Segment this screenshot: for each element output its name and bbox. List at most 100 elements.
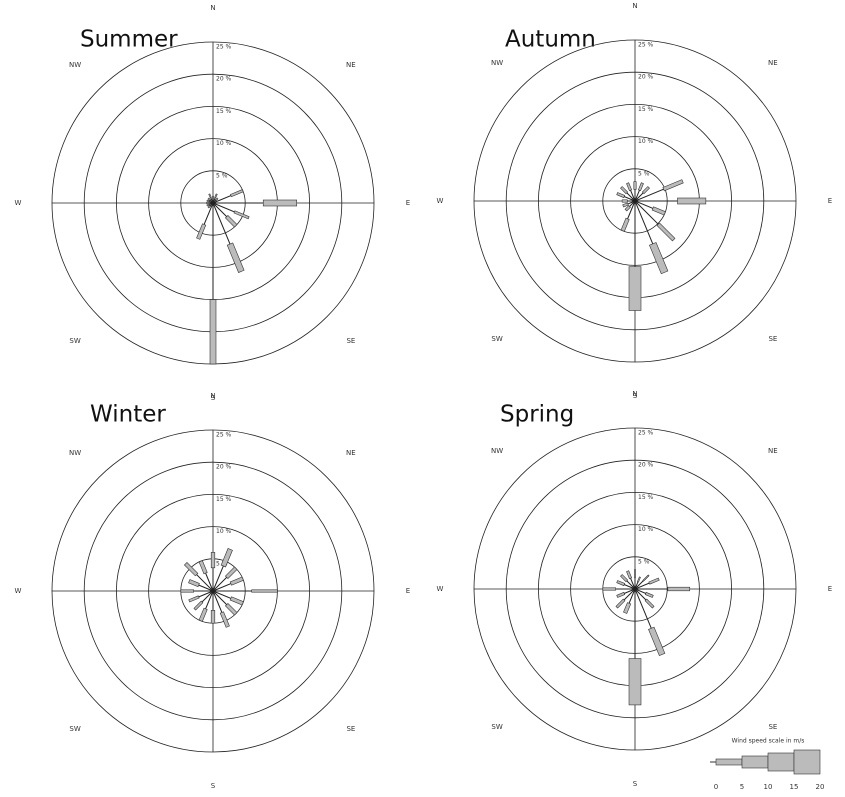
speed-bar (620, 186, 629, 195)
speed-bar (233, 210, 250, 220)
speed-bar (649, 242, 669, 275)
speed-bar (193, 600, 204, 611)
speed-bar (188, 579, 200, 588)
compass-label: E (828, 197, 832, 205)
speed-bar (212, 196, 214, 200)
compass-label: NE (346, 61, 356, 69)
legend-box (793, 749, 821, 775)
legend-title: Wind speed scale in m/s (732, 738, 805, 745)
speed-bar (226, 242, 245, 273)
speed-bar (633, 181, 637, 190)
speed-bar (210, 552, 216, 569)
speed-bar (642, 574, 650, 582)
compass-label: NE (768, 59, 778, 67)
compass-label: SW (491, 723, 502, 731)
speed-bar (622, 202, 629, 208)
speed-bar (616, 580, 626, 587)
ring-label: 5 % (638, 170, 650, 177)
speed-bar (224, 602, 238, 616)
speed-bar (602, 587, 616, 591)
compass-label: SW (69, 337, 80, 345)
speed-bar (206, 199, 211, 203)
speed-bar (208, 193, 212, 199)
speed-bar (651, 206, 666, 216)
compass-label: S (633, 392, 638, 400)
compass-label: S (633, 780, 638, 788)
speed-bar (220, 548, 233, 568)
ring-label: 10 % (638, 526, 654, 533)
compass-label: NW (491, 447, 503, 455)
ring-label: 10 % (638, 138, 654, 145)
speed-bar (251, 589, 278, 593)
speed-bar (214, 193, 218, 199)
compass-label: N (632, 390, 637, 398)
speed-bar (637, 576, 641, 583)
ring-label: 5 % (638, 558, 650, 565)
compass-label: E (828, 585, 832, 593)
compass-label: S (211, 394, 216, 402)
speed-bar (620, 217, 630, 232)
speed-bar (615, 598, 626, 609)
compass-label: W (437, 585, 444, 593)
speed-bar (198, 560, 208, 575)
speed-bar (662, 179, 684, 192)
compass-label: SE (346, 725, 355, 733)
ring-label: 25 % (638, 42, 654, 49)
compass-label: SE (768, 335, 777, 343)
ring-label: 20 % (638, 462, 654, 469)
legend-tick-label: 20 (816, 783, 825, 791)
compass-label: NE (346, 449, 356, 457)
compass-label: N (632, 2, 637, 10)
speed-bar (188, 595, 200, 603)
legend-tick-label: 10 (764, 783, 773, 791)
ring-label: 20 % (638, 74, 654, 81)
speed-bar (648, 577, 660, 585)
speed-bar (626, 182, 633, 192)
compass-label: W (15, 587, 22, 595)
speed-bar (224, 214, 238, 228)
speed-bar (214, 197, 219, 202)
ring-label: 15 % (216, 108, 232, 115)
speed-bar (626, 570, 633, 580)
speed-bar (229, 189, 244, 198)
ring-label: 10 % (216, 140, 232, 147)
compass-label: SW (69, 725, 80, 733)
speed-bar (648, 626, 666, 656)
speed-bar (628, 658, 642, 706)
speed-bar (210, 610, 216, 624)
ring-label: 15 % (638, 494, 654, 501)
speed-bar (634, 569, 636, 578)
speed-bar (644, 598, 655, 609)
speed-bar (209, 299, 217, 365)
compass-label: N (210, 392, 215, 400)
speed-bar (229, 576, 244, 586)
compass-label: NE (768, 447, 778, 455)
compass-label: NW (491, 59, 503, 67)
speed-bar (616, 591, 626, 598)
chart-title: Autumn (505, 27, 596, 53)
speed-bar (616, 192, 626, 199)
ring-label: 15 % (638, 106, 654, 113)
speed-bar (628, 266, 642, 311)
ring-label: 25 % (216, 432, 232, 439)
legend-box (741, 755, 769, 769)
ring-label: 10 % (216, 528, 232, 535)
speed-bar (624, 205, 631, 212)
speed-bar (262, 199, 298, 207)
speed-bar (219, 611, 230, 628)
speed-bar (206, 202, 210, 204)
compass-label: SW (491, 335, 502, 343)
chart-title: Winter (90, 402, 166, 428)
compass-label: W (15, 199, 22, 207)
compass-label: E (406, 199, 410, 207)
legend-tick-label: 0 (714, 783, 718, 791)
compass-label: S (211, 782, 216, 790)
ring-label: 25 % (216, 44, 232, 51)
speed-bar (677, 197, 707, 205)
ring-label: 20 % (216, 76, 232, 83)
speed-bar (196, 223, 207, 240)
speed-bar (620, 574, 629, 583)
speed-bar (644, 591, 654, 598)
ring-label: 25 % (638, 430, 654, 437)
